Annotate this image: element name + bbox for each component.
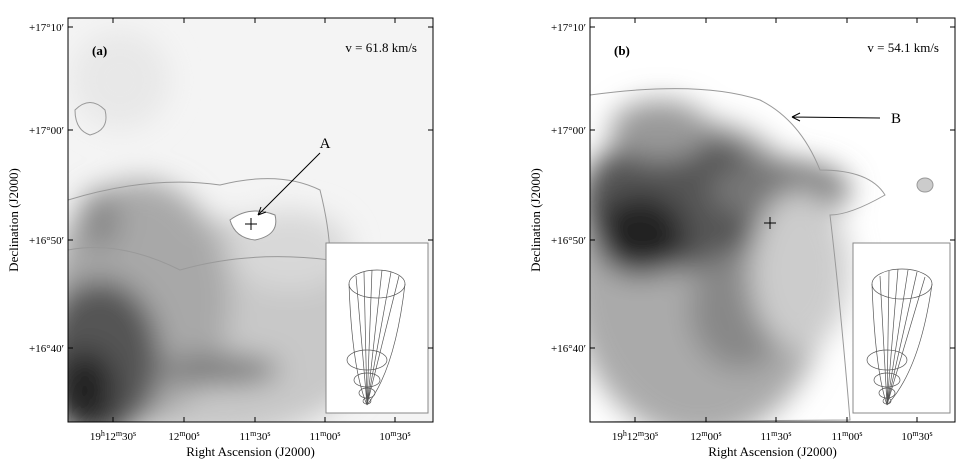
tick-part: 30 bbox=[919, 431, 931, 443]
tick-part: 00 bbox=[708, 431, 720, 443]
x-tick-label: 10m30s bbox=[901, 429, 932, 443]
tick-part: 12 bbox=[168, 431, 179, 443]
y-tick-label: +16°50′ bbox=[551, 235, 586, 247]
arrow bbox=[791, 112, 881, 122]
tick-part: s bbox=[408, 429, 411, 438]
x-tick-label: 11m00s bbox=[832, 429, 863, 443]
tick-part: 19 bbox=[90, 431, 102, 443]
tick-part: 11 bbox=[832, 431, 843, 443]
tick-part: m bbox=[912, 429, 919, 438]
arrow bbox=[257, 152, 321, 216]
tick-part: 12 bbox=[105, 431, 116, 443]
map-image-a bbox=[68, 18, 433, 422]
panel: (b) v = 54.1 km/s B Right Ascension (J2000)… bbox=[528, 18, 955, 459]
tick-part: 10 bbox=[901, 431, 913, 443]
tick-part: 30 bbox=[256, 431, 268, 443]
tick-part: s bbox=[267, 429, 270, 438]
tick-part: 19 bbox=[612, 431, 624, 443]
velocity-label: v = 54.1 km/s bbox=[867, 40, 939, 55]
y-tick-label: +16°40′ bbox=[29, 343, 64, 355]
tick-part: m bbox=[116, 429, 123, 438]
tick-part: s bbox=[859, 429, 862, 438]
x-tick-label: 11m30s bbox=[761, 429, 792, 443]
tick-part: m bbox=[638, 429, 645, 438]
tick-part: m bbox=[320, 429, 327, 438]
panel-label: (b) bbox=[614, 43, 630, 58]
x-tick-label: 19h12m30s bbox=[612, 429, 658, 443]
tick-part: 30 bbox=[644, 431, 656, 443]
tick-part: h bbox=[101, 429, 105, 438]
tick-part: 00 bbox=[186, 431, 198, 443]
panel-label: (a) bbox=[92, 43, 107, 58]
tick-part: 00 bbox=[326, 431, 338, 443]
tick-part: m bbox=[179, 429, 186, 438]
tick-part: s bbox=[655, 429, 658, 438]
tick-part: 12 bbox=[690, 431, 701, 443]
x-tick-label: 12m00s bbox=[690, 429, 721, 443]
y-axis-label: Declination (J2000) bbox=[528, 168, 543, 272]
tick-part: 12 bbox=[627, 431, 638, 443]
y-tick-label: +16°40′ bbox=[551, 343, 586, 355]
x-tick-label: 11m30s bbox=[240, 429, 271, 443]
tick-part: 30 bbox=[777, 431, 789, 443]
y-tick-label: +17°10′ bbox=[29, 22, 64, 34]
tick-part: m bbox=[701, 429, 708, 438]
axes-frame bbox=[589, 17, 956, 423]
tick-part: s bbox=[930, 429, 933, 438]
tick-part: s bbox=[133, 429, 136, 438]
x-tick-label: 12m00s bbox=[168, 429, 199, 443]
x-tick-label: 10m30s bbox=[379, 429, 410, 443]
tick-part: m bbox=[771, 429, 778, 438]
tick-part: 11 bbox=[310, 431, 321, 443]
tick-part: m bbox=[842, 429, 849, 438]
tick-part: 10 bbox=[379, 431, 391, 443]
tick-part: s bbox=[197, 429, 200, 438]
tick-part: 00 bbox=[848, 431, 860, 443]
cross-marker bbox=[764, 217, 776, 229]
blob bbox=[916, 177, 934, 193]
tick-part: s bbox=[788, 429, 791, 438]
x-axis-label: Right Ascension (J2000) bbox=[186, 444, 315, 459]
y-tick-label: +17°00′ bbox=[29, 125, 64, 137]
tick-part: m bbox=[390, 429, 397, 438]
x-tick-label: 11m00s bbox=[310, 429, 341, 443]
tick-part: m bbox=[250, 429, 257, 438]
x-axis-label: Right Ascension (J2000) bbox=[708, 444, 837, 459]
tick-part: 11 bbox=[761, 431, 772, 443]
tick-part: 30 bbox=[122, 431, 134, 443]
y-tick-label: +16°50′ bbox=[29, 235, 64, 247]
tick-part: s bbox=[719, 429, 722, 438]
tick-part: s bbox=[337, 429, 340, 438]
axes-frame bbox=[67, 17, 434, 423]
annotation: A bbox=[320, 136, 331, 152]
y-tick-label: +17°10′ bbox=[551, 22, 586, 34]
y-axis-label: Declination (J2000) bbox=[6, 168, 21, 272]
tick-part: 11 bbox=[240, 431, 251, 443]
tick-part: h bbox=[623, 429, 627, 438]
y-tick-label: +17°00′ bbox=[551, 125, 586, 137]
inset-b bbox=[852, 242, 951, 414]
tick-part: 30 bbox=[397, 431, 409, 443]
panel: (a) v = 61.8 km/s A Right Ascension (J2000)… bbox=[6, 18, 433, 459]
inset-a bbox=[325, 242, 429, 414]
velocity-label: v = 61.8 km/s bbox=[345, 40, 417, 55]
annotation: B bbox=[891, 111, 901, 127]
cross-marker bbox=[245, 218, 257, 230]
x-tick-label: 19h12m30s bbox=[90, 429, 136, 443]
